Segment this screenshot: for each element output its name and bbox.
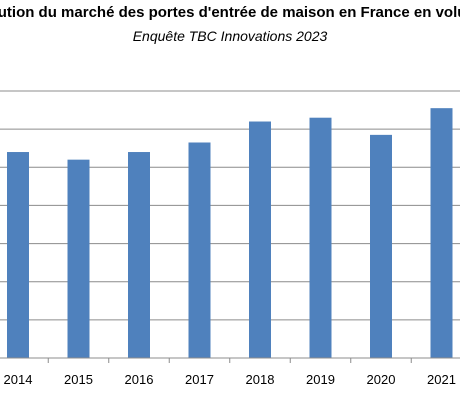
- x-tick-label-2017: 2017: [185, 372, 214, 387]
- bar-2018: [249, 121, 271, 358]
- bar-2017: [188, 142, 211, 358]
- chart-title: lution du marché des portes d'entrée de …: [0, 4, 460, 21]
- x-axis: 2014 2015 2016 2017 2018 2019 2020 2021: [0, 357, 460, 387]
- bar-2015: [67, 159, 90, 358]
- x-tick-label-2018: 2018: [246, 372, 275, 387]
- bar-2014: [7, 152, 29, 358]
- bars: [7, 108, 453, 359]
- x-tick-label-2015: 2015: [64, 372, 93, 387]
- x-tick-label-2019: 2019: [306, 372, 335, 387]
- bar-2019: [309, 117, 332, 358]
- x-tick-label-2016: 2016: [125, 372, 154, 387]
- chart-subtitle: Enquête TBC Innovations 2023: [132, 28, 328, 44]
- x-tick-label-2020: 2020: [367, 372, 396, 387]
- x-tick-label-2014: 2014: [4, 372, 33, 387]
- bar-2020: [370, 134, 392, 358]
- x-tick-label-2021: 2021: [427, 372, 456, 387]
- bar-2021: [430, 108, 453, 359]
- bar-2016: [128, 152, 150, 358]
